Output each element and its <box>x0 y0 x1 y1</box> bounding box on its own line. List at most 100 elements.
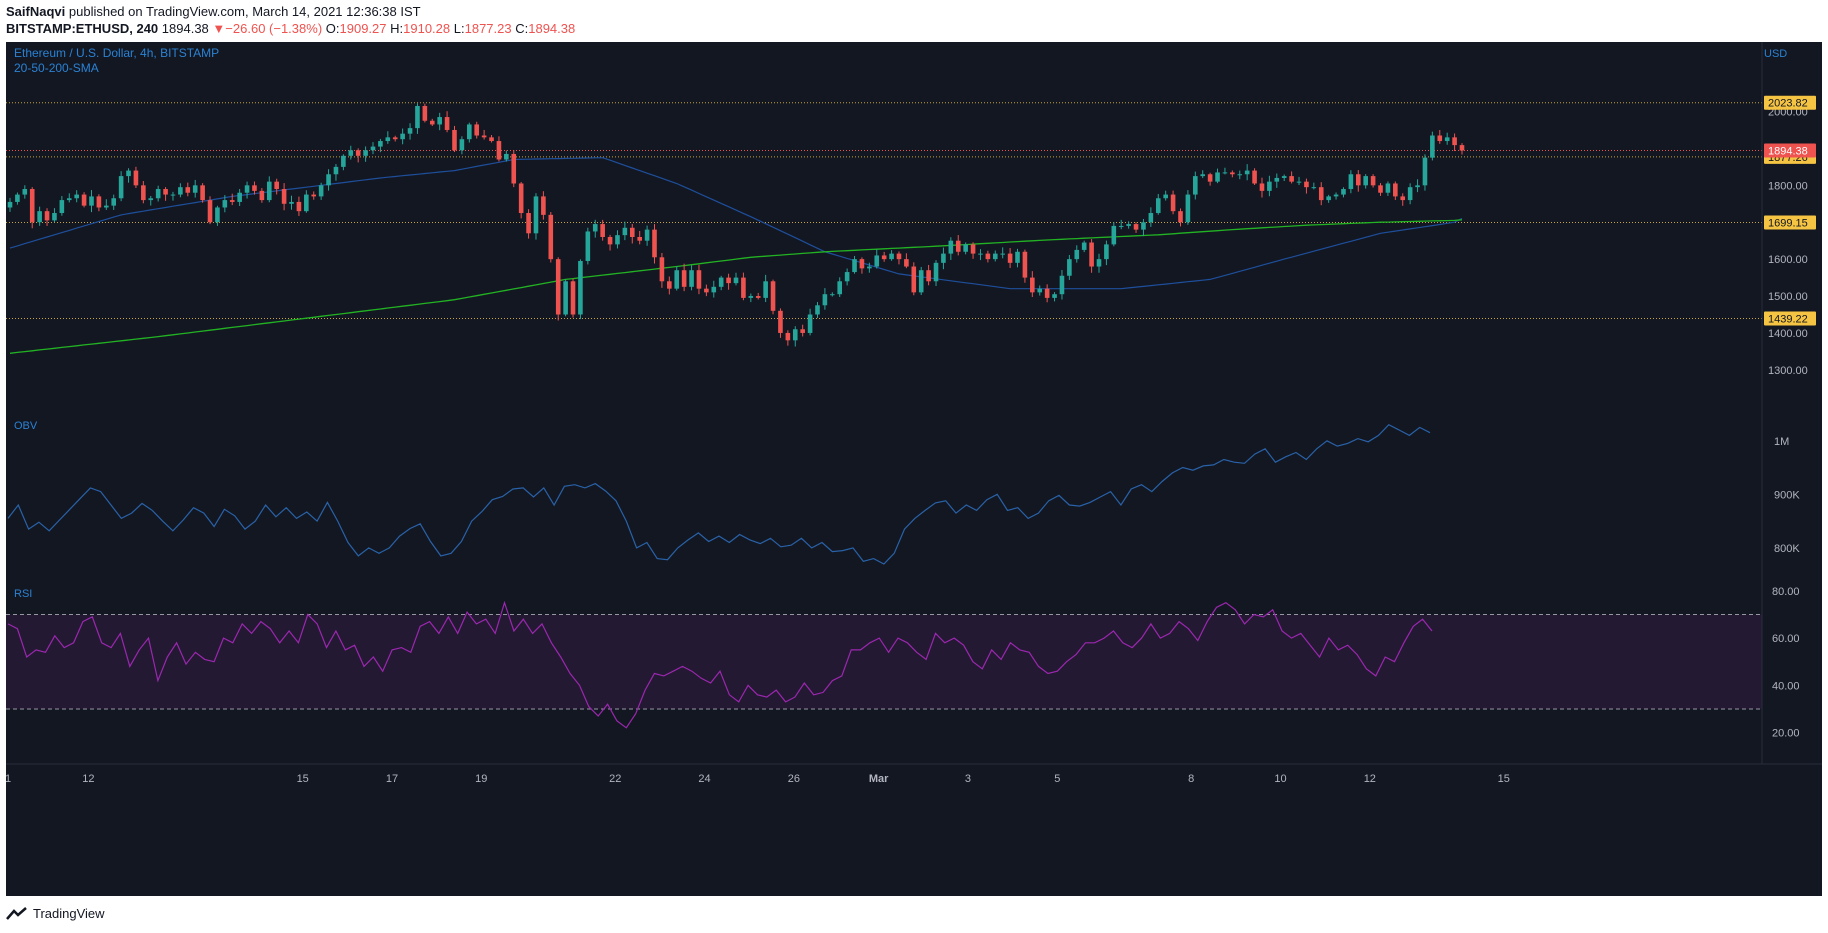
candle <box>7 197 13 212</box>
currency-label[interactable]: USD <box>1764 48 1787 60</box>
candle-body <box>955 240 961 252</box>
time-tick-label: 12 <box>1364 773 1376 785</box>
moving-averages <box>9 157 1463 354</box>
candle <box>674 266 680 291</box>
candle <box>229 193 235 206</box>
candle-body <box>1222 172 1228 174</box>
candle-body <box>837 281 843 295</box>
candle <box>1348 170 1354 194</box>
chart-title: Ethereum / U.S. Dollar, 4h, BITSTAMP <box>14 46 219 60</box>
candle <box>555 257 561 321</box>
candle <box>770 279 776 315</box>
candle-body <box>785 332 791 341</box>
candle-body <box>1333 194 1339 197</box>
candle-body <box>1185 194 1191 223</box>
candle-body <box>1141 222 1146 230</box>
candle <box>792 326 798 347</box>
price-tick-label: 1600.00 <box>1768 254 1808 266</box>
candle <box>178 183 183 198</box>
candle-body <box>74 194 79 199</box>
candle <box>511 150 517 188</box>
candle <box>481 129 487 140</box>
candle-body <box>29 189 35 223</box>
candles <box>7 103 1465 347</box>
candle-body <box>1459 145 1465 151</box>
candle-body <box>81 194 87 206</box>
candle <box>1415 179 1420 193</box>
author-name[interactable]: SaifNaqvi <box>6 4 66 19</box>
candle-body <box>1170 194 1176 212</box>
candle-body <box>807 314 813 333</box>
candle-body <box>622 227 628 236</box>
candle <box>163 187 168 201</box>
candle <box>681 263 687 292</box>
candle-body <box>867 266 872 269</box>
candle <box>1370 174 1376 188</box>
candle-body <box>1437 135 1443 142</box>
candle <box>852 255 857 274</box>
candle <box>59 196 65 216</box>
candle <box>104 199 109 210</box>
candle <box>1444 132 1450 145</box>
obv-label[interactable]: OBV <box>14 420 38 432</box>
candle <box>192 179 198 198</box>
candle <box>1296 176 1302 186</box>
candle-body <box>467 124 472 140</box>
time-tick-label: 17 <box>386 773 398 785</box>
rsi-label[interactable]: RSI <box>14 588 32 600</box>
time-axis[interactable]: 1 12 15 17 19 22 24 26 Mar 3 5 8 10 12 15 <box>6 763 1822 785</box>
obv-tick-label: 800K <box>1774 543 1800 555</box>
candle <box>348 145 354 160</box>
candle <box>1178 208 1183 227</box>
chart-canvas[interactable]: 1300.001400.001500.001600.001700.001800.… <box>6 42 1822 896</box>
candle-body <box>607 237 613 245</box>
candle-body <box>1318 187 1324 201</box>
price-tick-label: 1500.00 <box>1768 291 1808 303</box>
candle <box>815 302 820 319</box>
candle <box>504 150 509 162</box>
time-tick-label: 12 <box>82 773 94 785</box>
candle-body <box>815 305 820 315</box>
candle <box>222 195 228 213</box>
candle-body <box>1378 185 1383 193</box>
candle-body <box>1163 194 1168 199</box>
candle <box>289 195 294 210</box>
candle <box>1015 248 1020 268</box>
candle <box>252 181 257 195</box>
candle <box>1259 177 1265 198</box>
candle <box>422 103 428 123</box>
candle <box>118 171 124 202</box>
candle-body <box>918 270 924 293</box>
candle <box>785 330 791 346</box>
candle-body <box>526 213 531 234</box>
candle <box>659 253 665 288</box>
candle <box>89 190 94 213</box>
candle-body <box>178 187 183 195</box>
candle <box>1200 170 1206 179</box>
indicator-label[interactable]: 20-50-200-SMA <box>14 61 99 75</box>
candle <box>141 181 146 204</box>
candle-body <box>274 181 279 190</box>
candle <box>970 242 976 259</box>
price-tick-label: 1400.00 <box>1768 328 1808 340</box>
candle <box>985 250 991 263</box>
candle <box>607 234 613 251</box>
candle <box>363 146 368 162</box>
candle <box>830 292 835 297</box>
candle <box>526 209 531 239</box>
candle-body <box>333 166 339 175</box>
candle <box>1044 284 1050 303</box>
rsi-tick-label: 20.00 <box>1772 728 1800 740</box>
candle <box>563 279 568 317</box>
candle-body <box>1415 185 1420 188</box>
obv-line <box>7 423 1431 565</box>
price-axis[interactable]: 1300.001400.001500.001600.001700.001800.… <box>1761 42 1816 764</box>
candle-body <box>933 262 939 282</box>
candle-body <box>104 205 109 208</box>
candle <box>341 154 346 171</box>
candle <box>474 121 480 139</box>
candle-body <box>1074 249 1080 260</box>
candle-body <box>1444 137 1450 142</box>
brand-name: TradingView <box>33 906 105 921</box>
candle-body <box>89 196 94 206</box>
